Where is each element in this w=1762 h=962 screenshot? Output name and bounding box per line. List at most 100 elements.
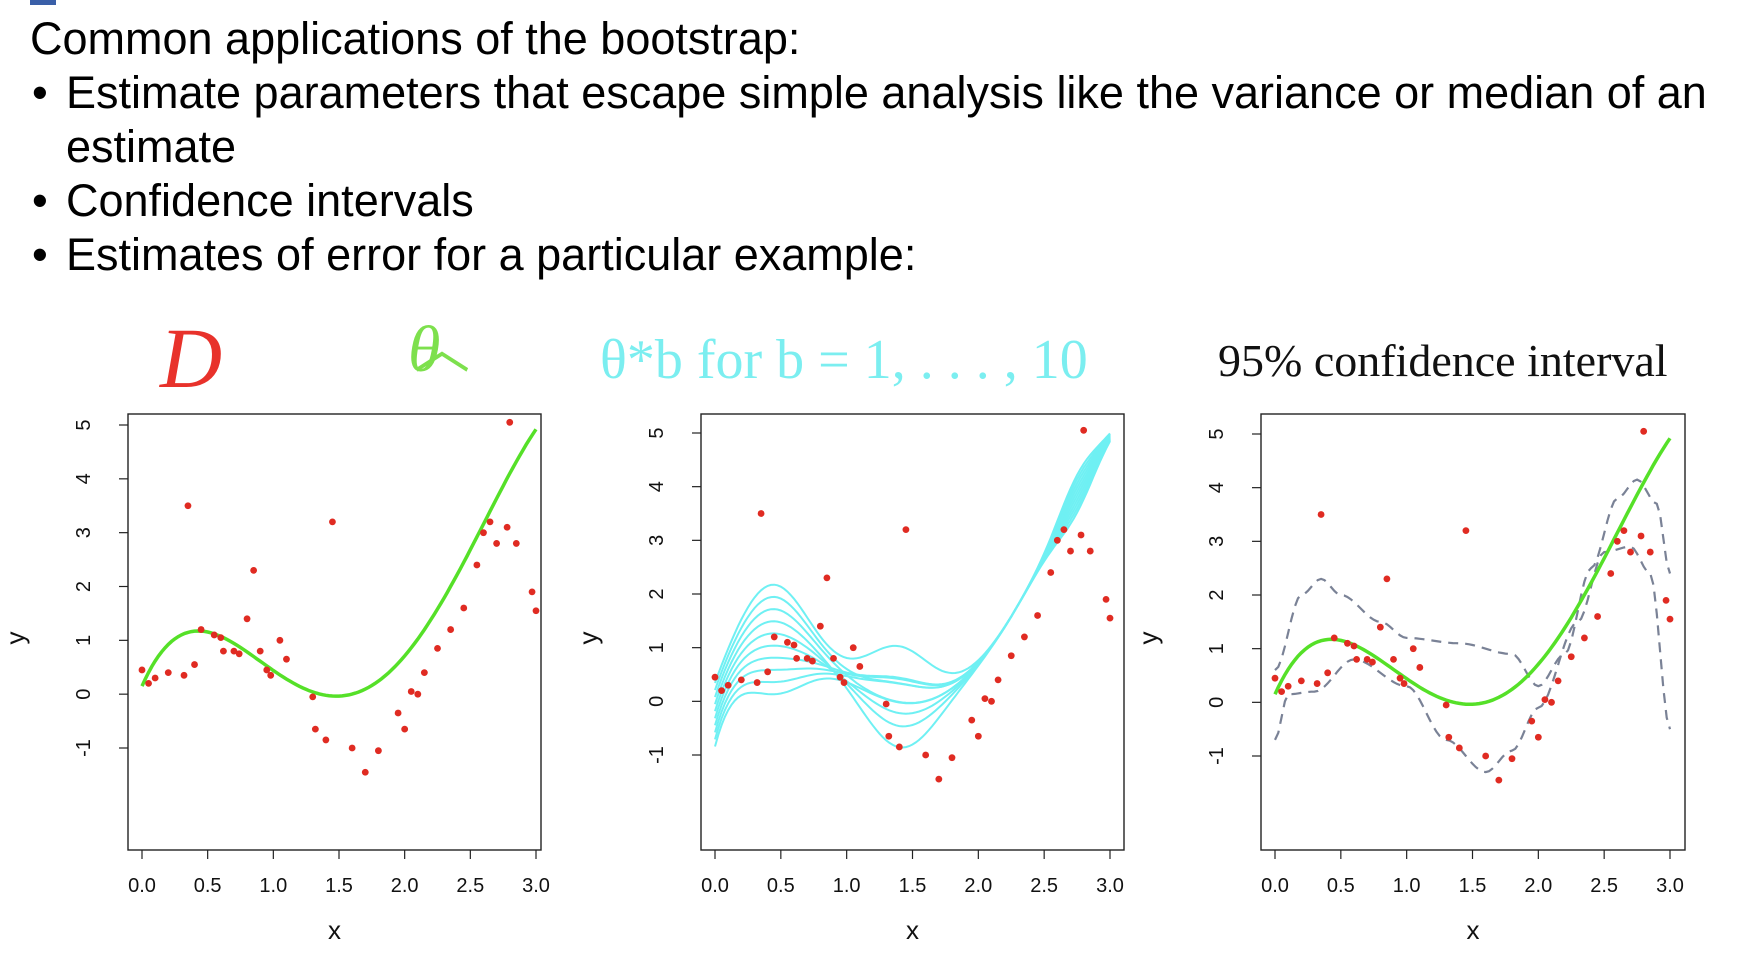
data-point <box>267 671 275 679</box>
data-point <box>486 518 494 526</box>
data-point <box>1350 642 1358 650</box>
data-point <box>974 732 982 740</box>
data-point <box>1060 526 1068 533</box>
data-point <box>718 687 725 694</box>
x-tick-label: 3.0 <box>1656 875 1684 897</box>
x-tick-label: 2.0 <box>1524 875 1552 897</box>
x-tick-label: 1.0 <box>1393 875 1421 897</box>
data-point <box>348 744 356 752</box>
data-point <box>935 775 943 783</box>
data-point <box>1297 677 1305 685</box>
data-point <box>361 768 369 776</box>
data-point <box>414 690 422 698</box>
y-tick-label: 2 <box>646 588 668 599</box>
y-tick-label: 0 <box>73 689 95 700</box>
data-point <box>1445 733 1453 741</box>
data-point <box>480 529 487 537</box>
x-tick-label: 3.0 <box>522 875 550 897</box>
data-point <box>1383 575 1391 583</box>
data-point <box>770 633 778 641</box>
y-tick-label: 4 <box>646 481 668 492</box>
data-point <box>235 650 243 658</box>
x-tick-label: 1.0 <box>833 875 861 897</box>
data-point <box>1021 633 1028 641</box>
data-point <box>1271 674 1279 682</box>
data-point <box>968 716 976 724</box>
data-point <box>532 607 540 615</box>
data-point <box>217 634 225 642</box>
data-point <box>757 510 765 517</box>
data-point <box>981 695 989 703</box>
data-point <box>1528 717 1536 725</box>
bullet-dot-icon: • <box>32 229 48 280</box>
fit-curve <box>140 428 538 698</box>
data-point <box>256 647 264 655</box>
data-point <box>180 671 188 679</box>
interval-label: 95% confidence interval <box>1218 335 1668 386</box>
data-point <box>329 518 336 526</box>
data-point <box>902 526 910 533</box>
data-point <box>1047 569 1055 576</box>
data-point <box>1396 674 1404 682</box>
data-point <box>210 631 218 639</box>
data-point <box>1462 527 1470 534</box>
chart-panel-1: 0.0 0.5 1.0 1.5 2.0 2.5 3.0 -1 0 1 2 3 4 5 x y <box>0 413 550 945</box>
chart-panel-3: 0.0 0.5 1.0 1.5 2.0 2.5 3.0 -1 0 1 2 3 4 5 x y <box>1133 413 1686 945</box>
data-point <box>1482 752 1490 760</box>
y-tick-label: 1 <box>1206 643 1228 654</box>
data-point <box>784 638 791 646</box>
data-point <box>1508 755 1516 763</box>
data-point <box>1416 664 1424 671</box>
y-tick-label: 2 <box>1206 589 1228 600</box>
x-tick-label: 1.5 <box>1459 875 1487 897</box>
data-point <box>737 676 745 684</box>
x-tick-label: 1.5 <box>899 875 927 897</box>
bootstrap-curve <box>714 432 1111 684</box>
data-point <box>1284 682 1292 690</box>
data-point <box>1541 696 1549 704</box>
data-point <box>1106 614 1114 622</box>
data-point <box>138 666 146 674</box>
data-point <box>1102 595 1110 603</box>
data-point <box>375 747 382 755</box>
data-point <box>1495 776 1503 784</box>
data-point <box>503 523 511 531</box>
data-point <box>1607 570 1615 577</box>
data-point <box>473 561 481 569</box>
plot-frame <box>700 413 1125 851</box>
data-point <box>1400 680 1408 687</box>
upper-bound-line <box>1274 478 1672 688</box>
data-point <box>1330 634 1338 642</box>
data-point <box>1376 623 1384 631</box>
chart-panel-2: 0.0 0.5 1.0 1.5 2.0 2.5 3.0 -1 0 1 2 3 4 5 x y <box>573 413 1125 945</box>
data-point <box>1620 527 1628 534</box>
data-point <box>1409 645 1417 653</box>
x-tick-label: 2.0 <box>391 875 419 897</box>
data-point <box>528 588 536 596</box>
data-point <box>895 743 903 751</box>
x-axis-label: x <box>328 915 341 945</box>
data-point <box>1313 680 1321 687</box>
data-point <box>1567 653 1575 661</box>
data-point <box>823 574 831 582</box>
data-point <box>856 663 864 670</box>
y-tick-label: 2 <box>73 581 95 592</box>
data-point <box>243 615 251 623</box>
bullet-list: • Estimate parameters that escape simple … <box>30 66 1762 282</box>
data-point <box>809 657 816 665</box>
data-point <box>1390 656 1397 663</box>
y-tick-label: 1 <box>646 642 668 653</box>
data-point <box>994 676 1002 684</box>
y-axis-label: y <box>1133 632 1163 645</box>
y-tick-label: 0 <box>1206 697 1228 708</box>
bootstrap-curve <box>714 437 1111 719</box>
data-point <box>220 647 227 655</box>
x-tick-label: 0.0 <box>701 875 729 897</box>
data-point <box>1548 698 1555 706</box>
data-point <box>849 644 857 652</box>
data-point <box>164 669 172 677</box>
data-point <box>882 700 890 708</box>
data-point <box>230 647 238 655</box>
data-point <box>1627 548 1634 556</box>
